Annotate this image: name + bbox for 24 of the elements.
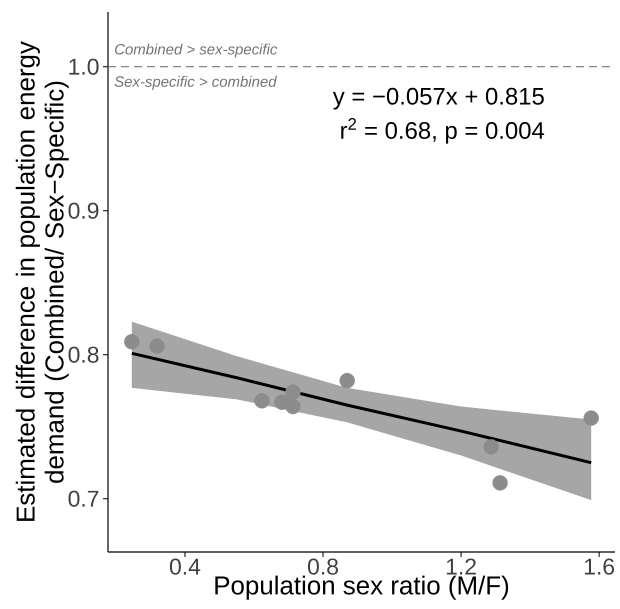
point [583, 410, 599, 426]
point [492, 475, 508, 491]
x-tick-label: 0.8 [308, 558, 338, 575]
x-tick-label: 1.6 [584, 558, 614, 575]
point [124, 334, 140, 350]
annotation: Sex-specific > combined [114, 76, 277, 90]
y-tick-label: 1.0 [69, 58, 99, 75]
ref-line-label: Combined > sex-specific [115, 44, 278, 58]
x-tick-label: 0.4 [170, 558, 200, 575]
point [339, 372, 355, 388]
x-axis-title: Population sex ratio (M/F) [215, 576, 508, 600]
point [483, 439, 499, 455]
y-tick-label: 0.8 [68, 346, 98, 363]
annotation: y = −0.057x + 0.815 [332, 88, 544, 110]
point [285, 384, 301, 400]
y-tick-label: 0.7 [68, 490, 98, 507]
y-tick-label: 0.9 [68, 202, 98, 219]
x-tick-label: 1.2 [446, 558, 476, 575]
line-series [130, 352, 593, 464]
point [254, 393, 270, 408]
annotation: r$^{2}$ = 0.68, p = 0.004 [341, 118, 544, 144]
point [149, 338, 165, 354]
y-axis-title: Estimated difference in population energy demand (Combined/ Sex−Specific) [16, 41, 69, 521]
point [285, 398, 301, 414]
